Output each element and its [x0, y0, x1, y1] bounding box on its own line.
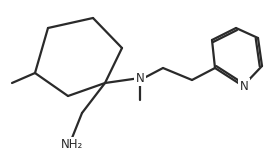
Text: N: N: [136, 72, 144, 85]
Text: NH₂: NH₂: [61, 138, 83, 151]
Text: N: N: [240, 79, 248, 92]
